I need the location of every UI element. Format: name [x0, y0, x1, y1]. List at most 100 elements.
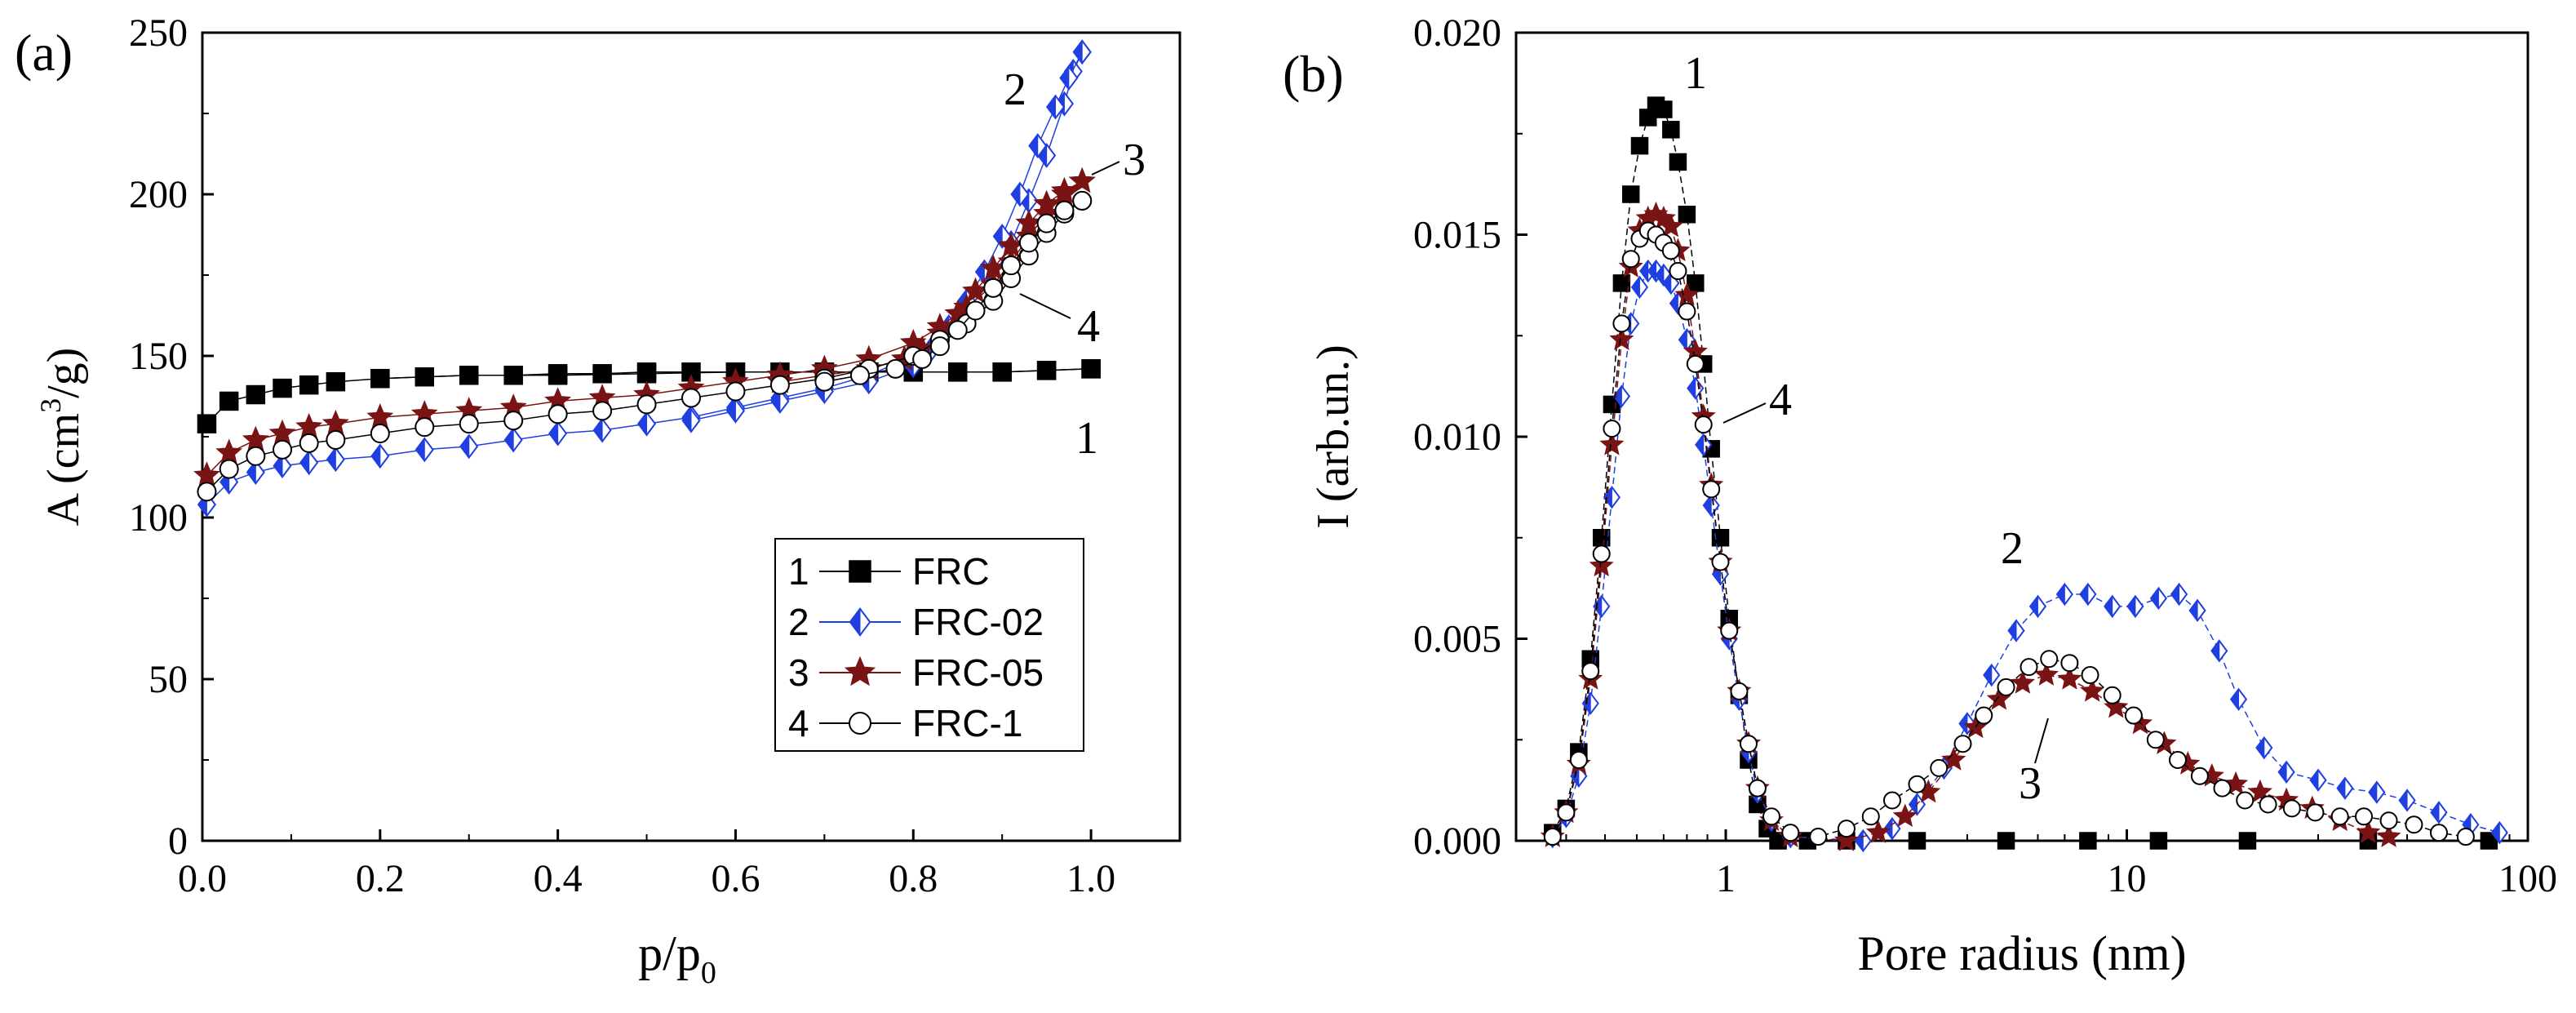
- data-point: [273, 378, 292, 398]
- y-axis-label-a: A (cm3/g): [34, 348, 89, 526]
- data-point: [1702, 493, 1720, 518]
- data-point: [770, 389, 790, 414]
- data-point: [592, 417, 612, 443]
- data-point: [1072, 190, 1093, 211]
- data-point: [2104, 594, 2122, 619]
- annotation-a-3-leader: [1091, 161, 1120, 175]
- data-point: [370, 368, 390, 389]
- data-point: [2238, 832, 2257, 850]
- data-point: [1930, 758, 1949, 777]
- data-point: [885, 358, 906, 379]
- data-point: [1028, 133, 1048, 159]
- annotation-b-3: 3: [2019, 758, 2042, 809]
- legend-label: FRC: [912, 550, 990, 593]
- data-point: [2146, 731, 2165, 749]
- data-point: [947, 320, 968, 340]
- panel-label-b: (b): [1283, 45, 1344, 103]
- x-tick-label-b: 100: [2498, 857, 2557, 900]
- data-point: [2306, 803, 2325, 822]
- data-point: [503, 427, 523, 453]
- data-point: [947, 362, 968, 382]
- y-tick-label-a: 0: [168, 820, 188, 863]
- data-point: [1081, 359, 1101, 379]
- data-point: [370, 424, 390, 444]
- data-point: [2379, 811, 2398, 830]
- data-point: [246, 384, 266, 405]
- data-point: [1655, 100, 1673, 118]
- x-tick-label-a: 0.2: [356, 857, 405, 900]
- y-tick-label-a: 50: [149, 658, 188, 701]
- axis-ticks-a: 0.0 0.2 0.4 0.6 0.8 1.0 0 50 100 150 200 250: [129, 11, 1181, 900]
- legend-number: 4: [788, 702, 809, 744]
- data-point: [1543, 828, 1562, 846]
- data-point: [1569, 751, 1588, 769]
- data-point: [1621, 250, 1640, 269]
- data-point: [592, 401, 613, 421]
- annotation-b-4-leader: [1723, 402, 1767, 424]
- data-point: [1809, 828, 1828, 846]
- data-point: [2149, 832, 2168, 850]
- y-tick-label-b: 0.020: [1413, 11, 1501, 55]
- data-point: [219, 391, 239, 411]
- legend-label: FRC-02: [912, 601, 1044, 643]
- x-axis-label-b: Pore radius (nm): [1857, 926, 2186, 980]
- legend-label: FRC-1: [912, 702, 1022, 744]
- annotation-b-1: 1: [1684, 48, 1707, 99]
- data-point: [1581, 662, 1600, 681]
- y-tick-label-b: 0.005: [1413, 618, 1501, 661]
- x-tick-label-b: 10: [2107, 857, 2146, 900]
- data-point: [2229, 687, 2248, 711]
- series-a-FRC-1: [197, 190, 1093, 502]
- data-point: [681, 388, 701, 408]
- data-point: [1658, 213, 1683, 238]
- data-point: [326, 447, 345, 473]
- x-tick-label-a: 0.6: [711, 857, 760, 900]
- data-point: [2060, 654, 2079, 673]
- data-point: [2103, 686, 2122, 704]
- data-point: [1603, 420, 1621, 438]
- data-point: [1557, 803, 1576, 822]
- x-axis-label-a: p/p0: [638, 926, 716, 990]
- data-point: [592, 364, 612, 384]
- data-point: [1953, 735, 1972, 753]
- data-point: [2277, 760, 2295, 784]
- data-point: [2188, 598, 2206, 623]
- data-point: [1762, 807, 1780, 826]
- data-point: [1612, 274, 1631, 292]
- data-point: [636, 364, 657, 384]
- data-point: [2149, 586, 2168, 611]
- data-point: [2309, 768, 2327, 792]
- data-point: [1865, 820, 1891, 843]
- data-point: [1837, 820, 1856, 838]
- data-point: [268, 419, 296, 445]
- data-point: [2079, 582, 2097, 606]
- data-point: [1059, 65, 1079, 91]
- data-point: [2255, 735, 2273, 760]
- x-tick-label-a: 0.0: [178, 857, 227, 900]
- data-point: [849, 365, 870, 385]
- data-point: [2040, 650, 2059, 669]
- data-point: [2236, 791, 2255, 810]
- data-point: [1669, 153, 1687, 171]
- data-point: [983, 278, 1004, 298]
- data-point: [1983, 663, 2001, 687]
- data-point: [1748, 779, 1767, 798]
- data-point: [2368, 780, 2386, 804]
- data-point: [246, 446, 266, 466]
- series-b-FRC-1: [1543, 221, 2475, 846]
- legend-a: 1 FRC 2 FRC-02 3 FRC-05 4 FRC-1: [774, 538, 1084, 752]
- y-tick-label-a: 100: [129, 496, 188, 540]
- data-point: [321, 409, 349, 436]
- data-point: [1678, 206, 1696, 224]
- x-tick-label-a: 0.4: [534, 857, 583, 900]
- data-point: [2010, 670, 2035, 694]
- data-point: [2355, 807, 2374, 826]
- annotation-b-4: 4: [1769, 375, 1792, 425]
- chart-panel-b: 1 10 100 0.000 0.005 0.010 0.015 0.020 I (arb.u…: [1308, 11, 2557, 980]
- data-point: [2007, 619, 2025, 642]
- data-point: [2168, 751, 2187, 769]
- data-point: [197, 414, 217, 433]
- data-point: [299, 450, 319, 476]
- data-point: [459, 366, 479, 385]
